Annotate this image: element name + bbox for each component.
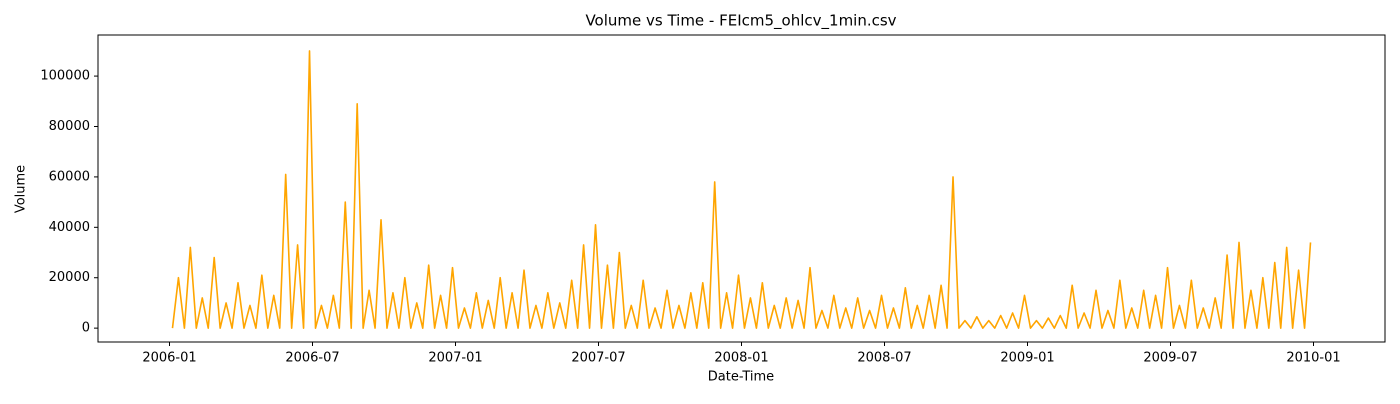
x-tick-label: 2006-07	[285, 351, 339, 366]
x-tick-label: 2009-01	[1000, 351, 1054, 366]
y-tick-label: 0	[82, 321, 90, 336]
volume-line	[171, 50, 1312, 329]
x-tick-label: 2009-07	[1143, 351, 1197, 366]
y-tick-label: 20000	[49, 270, 90, 285]
y-tick-label: 100000	[40, 69, 90, 84]
x-tick-label: 2010-01	[1286, 351, 1340, 366]
y-tick-label: 60000	[49, 169, 90, 184]
x-axis-label: Date-Time	[708, 370, 774, 385]
y-tick-label: 80000	[49, 119, 90, 134]
x-tick-label: 2006-01	[142, 351, 196, 366]
x-tick-label: 2008-07	[857, 351, 911, 366]
x-tick-label: 2007-01	[428, 351, 482, 366]
y-axis-label: Volume	[14, 165, 29, 213]
x-tick-label: 2008-01	[714, 351, 768, 366]
x-tick-label: 2007-07	[571, 351, 625, 366]
y-tick-label: 40000	[49, 220, 90, 235]
chart-title: Volume vs Time - FEIcm5_ohlcv_1min.csv	[585, 12, 896, 31]
plot-frame	[97, 34, 1386, 343]
